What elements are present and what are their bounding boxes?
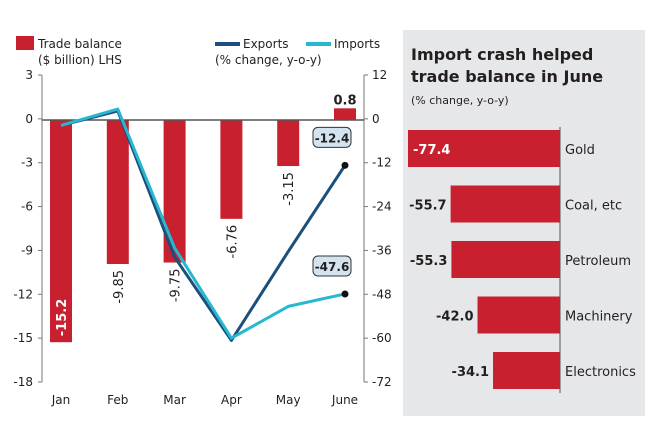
right-tick-label: -48 bbox=[372, 287, 392, 301]
bar-label: -9.75 bbox=[169, 269, 184, 303]
hbar-petroleum bbox=[451, 241, 560, 278]
right-panel bbox=[403, 30, 645, 416]
category-label: Gold bbox=[565, 143, 595, 158]
line-imports bbox=[60, 107, 346, 340]
x-tick-label: Jan bbox=[51, 393, 71, 407]
category-label: Machinery bbox=[565, 310, 633, 325]
hbar-label: -55.3 bbox=[410, 254, 447, 269]
hbar-machinery bbox=[477, 296, 560, 334]
line-exports bbox=[60, 109, 347, 342]
left-tick-label: -18 bbox=[13, 375, 33, 389]
left-tick-label: -9 bbox=[21, 243, 33, 257]
legend-trade-balance-unit: ($ billion) LHS bbox=[38, 53, 122, 67]
hbar-label: -42.0 bbox=[436, 310, 473, 325]
callout-imports: -47.6 bbox=[315, 260, 350, 274]
hbar-label: -55.7 bbox=[409, 199, 446, 214]
point-exports-june bbox=[341, 161, 349, 169]
hbar-gold bbox=[408, 130, 560, 167]
bar-may bbox=[277, 120, 300, 167]
left-tick-label: 0 bbox=[25, 112, 33, 126]
left-tick-label: 3 bbox=[25, 68, 33, 82]
panel-subtitle: (% change, y-o-y) bbox=[411, 94, 509, 107]
hbar-label: -34.1 bbox=[452, 365, 489, 380]
bar-mar bbox=[163, 120, 186, 263]
point-imports-june bbox=[341, 290, 349, 298]
left-tick-label: -6 bbox=[21, 200, 33, 214]
left-tick-label: -3 bbox=[21, 156, 33, 170]
bar-feb bbox=[106, 120, 129, 264]
panel-title-line1: Import crash helped bbox=[411, 45, 593, 64]
legend-trade-balance: Trade balance bbox=[37, 37, 122, 51]
callout-exports: -12.4 bbox=[315, 131, 350, 145]
bar-label: -3.15 bbox=[282, 172, 297, 206]
legend-imports: Imports bbox=[334, 37, 380, 51]
legend-swatch-trade-balance bbox=[16, 36, 34, 50]
category-label: Electronics bbox=[565, 365, 636, 380]
hbar-coal-etc bbox=[450, 185, 560, 223]
left-tick-label: -12 bbox=[13, 287, 33, 301]
hbar-electronics bbox=[493, 352, 560, 389]
right-tick-label: 12 bbox=[372, 68, 387, 82]
callout-box bbox=[312, 255, 352, 277]
hbar-label: -77.4 bbox=[413, 143, 450, 158]
right-tick-label: 0 bbox=[372, 112, 380, 126]
bar-apr bbox=[220, 120, 243, 219]
bar-label: -6.76 bbox=[225, 225, 240, 259]
bar-june bbox=[334, 108, 356, 120]
right-tick-label: -24 bbox=[372, 200, 392, 214]
x-tick-label: May bbox=[276, 393, 301, 407]
right-tick-label: -12 bbox=[372, 156, 392, 170]
legend-exports: Exports bbox=[243, 37, 289, 51]
x-tick-label: Feb bbox=[107, 393, 128, 407]
bar-label: -9.85 bbox=[112, 270, 127, 304]
right-tick-label: -36 bbox=[372, 243, 392, 257]
x-tick-label: June bbox=[331, 393, 358, 407]
right-tick-label: -60 bbox=[372, 331, 392, 345]
bar-label: -15.2 bbox=[55, 299, 70, 336]
x-tick-label: Apr bbox=[221, 393, 242, 407]
right-tick-label: -72 bbox=[372, 375, 392, 389]
legend-line-unit: (% change, y-o-y) bbox=[215, 53, 322, 67]
panel-title-line2: trade balance in June bbox=[411, 67, 603, 86]
bar-label: 0.8 bbox=[333, 93, 356, 108]
callout-box bbox=[312, 126, 352, 148]
left-tick-label: -15 bbox=[13, 331, 33, 345]
category-label: Coal, etc bbox=[565, 199, 622, 214]
bar-jan bbox=[50, 120, 72, 343]
x-tick-label: Mar bbox=[163, 393, 186, 407]
category-label: Petroleum bbox=[565, 254, 631, 269]
